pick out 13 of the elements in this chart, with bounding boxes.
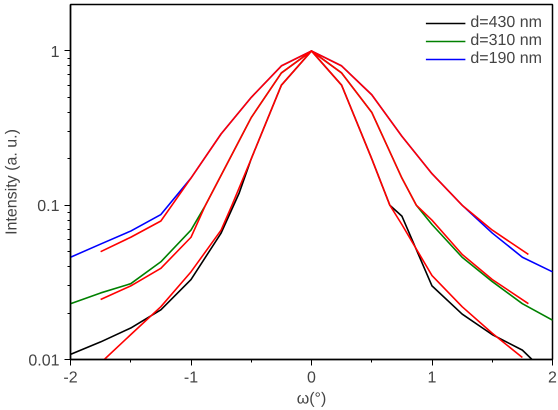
x-tick-label: 2 bbox=[548, 370, 558, 386]
y-tick-label: 1 bbox=[50, 44, 60, 61]
legend-label: d=430 nm bbox=[470, 14, 542, 32]
x-tick-label: -2 bbox=[63, 370, 78, 386]
y-axis-title: Intensity (a. u.) bbox=[3, 129, 20, 235]
y-tick-label: 0.1 bbox=[37, 198, 60, 216]
legend-label: d=190 nm bbox=[470, 50, 542, 68]
y-tick-label: 0.01 bbox=[28, 352, 60, 370]
x-axis-title: ω(°) bbox=[296, 390, 326, 408]
x-tick-label: 0 bbox=[307, 370, 316, 386]
legend-label: d=310 nm bbox=[470, 32, 542, 50]
x-tick-label: 1 bbox=[428, 370, 437, 386]
x-tick-label: -1 bbox=[184, 370, 198, 386]
